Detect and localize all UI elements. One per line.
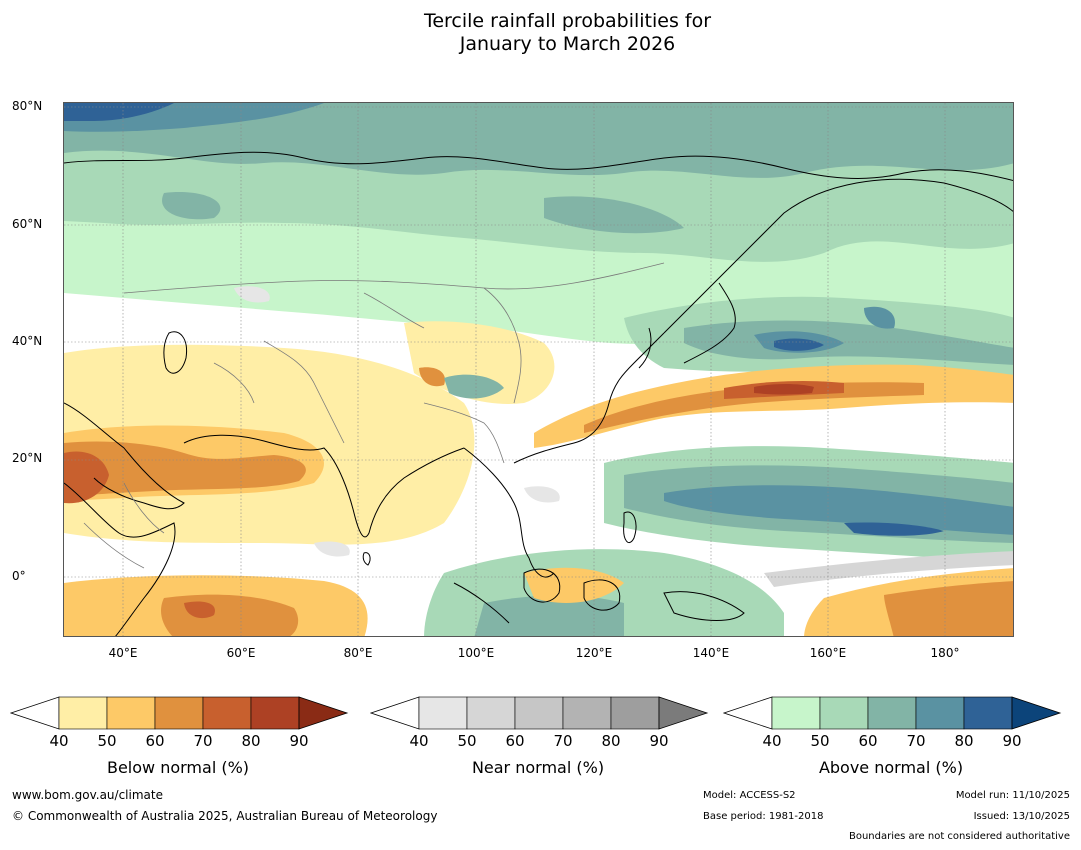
model-name: Model: ACCESS-S2 xyxy=(703,790,796,801)
lon-label-160e: 160°E xyxy=(809,646,847,660)
north-above-normal-90 xyxy=(64,103,174,121)
near-tick-50: 50 xyxy=(457,732,477,750)
below-swatch-2 xyxy=(106,696,156,730)
title-line-2: January to March 2026 xyxy=(459,33,676,55)
above-normal-colorbar: 40 50 60 70 80 90 Above normal (%) xyxy=(722,696,1063,786)
lat-label-20n: 20°N xyxy=(12,451,43,465)
near-tick-60: 60 xyxy=(505,732,525,750)
below-tick-40: 40 xyxy=(49,732,69,750)
south-pacific-below-normal-70 xyxy=(884,581,1013,636)
north-above-normal-70 xyxy=(64,103,1013,178)
near-swatch-4 xyxy=(562,696,612,730)
tropical-pacific-above-normal-90 xyxy=(844,522,944,536)
map-svg xyxy=(64,103,1013,636)
maritime-above-normal-70 xyxy=(474,595,624,636)
base-period: Base period: 1981-2018 xyxy=(703,811,824,822)
near-tick-40: 40 xyxy=(409,732,429,750)
north-teal-patch-1 xyxy=(264,121,364,155)
above-swatch-6 xyxy=(1011,696,1062,730)
country-borders xyxy=(83,262,665,569)
below-swatch-6 xyxy=(298,696,349,730)
boundaries-disclaimer: Boundaries are not considered authoritat… xyxy=(848,831,1070,842)
near-normal-patch-1 xyxy=(314,541,350,557)
near-normal-patch-3 xyxy=(524,486,560,503)
issued-date: Issued: 13/10/2025 xyxy=(973,811,1070,822)
lon-label-180: 180° xyxy=(930,646,960,660)
above-tick-60: 60 xyxy=(858,732,878,750)
below-tick-60: 60 xyxy=(145,732,165,750)
below-swatch-1 xyxy=(58,696,108,730)
map-title: Tercile rainfall probabilities for Janua… xyxy=(0,10,1081,56)
lat-label-0: 0° xyxy=(12,569,26,583)
near-normal-caption: Near normal (%) xyxy=(471,758,605,777)
pacific-near-normal-band xyxy=(764,551,1013,587)
above-normal-colorbar-swatches xyxy=(722,696,1062,730)
lon-label-40e: 40°E xyxy=(108,646,138,660)
china-below-normal-70 xyxy=(419,367,445,387)
lon-label-140e: 140°E xyxy=(692,646,730,660)
lat-label-80n: 80°N xyxy=(12,99,43,113)
china-above-normal xyxy=(444,374,504,399)
south-indian-below-normal-80 xyxy=(184,601,215,619)
lat-label-40n: 40°N xyxy=(12,334,43,348)
above-tick-90: 90 xyxy=(1002,732,1022,750)
below-normal-colorbar: 40 50 60 70 80 90 Below normal (%) xyxy=(9,696,350,786)
near-normal-colorbar-swatches xyxy=(369,696,709,730)
near-tick-80: 80 xyxy=(601,732,621,750)
near-swatch-0 xyxy=(369,696,420,730)
near-tick-90: 90 xyxy=(649,732,669,750)
pacific-below-normal-north-90 xyxy=(754,384,814,395)
arabia-below-normal-80 xyxy=(64,451,109,504)
near-swatch-6 xyxy=(658,696,709,730)
below-swatch-3 xyxy=(154,696,204,730)
above-normal-caption: Above normal (%) xyxy=(818,758,964,777)
bom-url-link[interactable]: www.bom.gov.au/climate xyxy=(12,788,163,802)
above-tick-80: 80 xyxy=(954,732,974,750)
below-normal-caption: Below normal (%) xyxy=(106,758,250,777)
lon-label-60e: 60°E xyxy=(226,646,256,660)
pacific-above-normal-north-80b xyxy=(864,306,895,329)
graticule xyxy=(64,103,1013,636)
near-normal-patch-2 xyxy=(234,286,270,303)
above-swatch-0 xyxy=(722,696,773,730)
below-tick-50: 50 xyxy=(97,732,117,750)
below-tick-80: 80 xyxy=(241,732,261,750)
north-teal-patch-2 xyxy=(162,192,221,220)
coastlines xyxy=(64,151,1013,636)
forecast-map xyxy=(63,102,1014,637)
below-tick-70: 70 xyxy=(193,732,213,750)
tropical-pacific-above-normal-80 xyxy=(664,485,1013,535)
model-run-date: Model run: 11/10/2025 xyxy=(955,790,1070,801)
pacific-above-normal-north-70 xyxy=(684,320,1013,365)
lat-label-60n: 60°N xyxy=(12,217,43,231)
above-tick-40: 40 xyxy=(762,732,782,750)
below-swatch-5 xyxy=(250,696,300,730)
above-tick-50: 50 xyxy=(810,732,830,750)
near-swatch-1 xyxy=(418,696,468,730)
above-swatch-5 xyxy=(963,696,1013,730)
lon-label-120e: 120°E xyxy=(575,646,613,660)
below-swatch-0 xyxy=(9,696,60,730)
near-swatch-5 xyxy=(610,696,660,730)
title-line-1: Tercile rainfall probabilities for xyxy=(423,10,712,32)
pacific-below-normal-north-70 xyxy=(584,382,924,433)
north-teal-patch-3 xyxy=(544,196,684,234)
copyright-notice: © Commonwealth of Australia 2025, Austra… xyxy=(12,809,438,823)
near-swatch-3 xyxy=(514,696,564,730)
lon-label-100e: 100°E xyxy=(457,646,495,660)
above-tick-70: 70 xyxy=(906,732,926,750)
pacific-above-normal-north-90 xyxy=(774,338,824,351)
near-tick-70: 70 xyxy=(553,732,573,750)
near-swatch-2 xyxy=(466,696,516,730)
above-swatch-2 xyxy=(819,696,869,730)
near-normal-colorbar: 40 50 60 70 80 90 Near normal (%) xyxy=(369,696,710,786)
above-swatch-1 xyxy=(771,696,821,730)
above-swatch-3 xyxy=(867,696,917,730)
below-tick-90: 90 xyxy=(289,732,309,750)
below-normal-colorbar-swatches xyxy=(9,696,349,730)
lon-label-80e: 80°E xyxy=(343,646,373,660)
above-swatch-4 xyxy=(915,696,965,730)
below-swatch-4 xyxy=(202,696,252,730)
